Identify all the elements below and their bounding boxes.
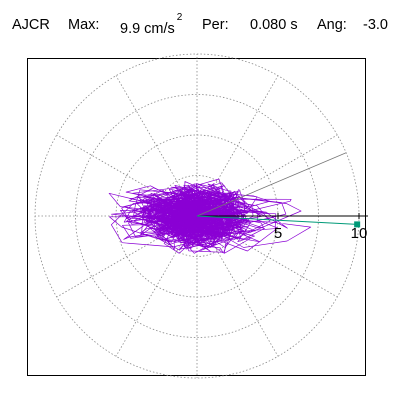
grid-spoke-330 <box>196 215 338 298</box>
grid-spoke-120 <box>115 75 198 217</box>
period-value: 0.080 s <box>250 17 298 33</box>
grid-spoke-210 <box>56 215 198 298</box>
angle-label: Ang: <box>317 17 347 33</box>
grid-spoke-30 <box>196 134 338 217</box>
radial-tick-label-5: 5 <box>274 225 282 242</box>
azimuth-line <box>196 152 347 217</box>
grid-spoke-300 <box>196 215 279 357</box>
station-code: AJCR <box>12 17 50 33</box>
peak-vector <box>196 215 358 225</box>
chart-header: AJCR Max: 9.9 cm/s2 Per: 0.080 s Ang: -3… <box>12 12 400 37</box>
radial-tick-label-10: 10 <box>351 225 368 242</box>
trace-segment-6 <box>122 183 302 249</box>
plot-frame <box>27 58 366 376</box>
grid-spoke-240 <box>115 215 198 357</box>
grid-spoke-60 <box>196 75 279 217</box>
radial-tick-labels: 5 10 <box>274 213 368 242</box>
period-label: Per: <box>202 17 229 33</box>
max-value-number: 9.9 cm/s <box>120 20 175 37</box>
max-value-exponent: 2 <box>176 12 183 23</box>
particle-motion-trace <box>108 178 312 254</box>
grid-spoke-150 <box>56 134 198 217</box>
peak-marker <box>354 221 361 228</box>
max-label: Max: <box>68 17 100 33</box>
angle-value: -3.0 <box>363 17 388 33</box>
max-value: 9.9 cm/s2 <box>120 12 183 39</box>
overlay-lines <box>196 152 368 228</box>
grid-spokes <box>35 54 338 378</box>
